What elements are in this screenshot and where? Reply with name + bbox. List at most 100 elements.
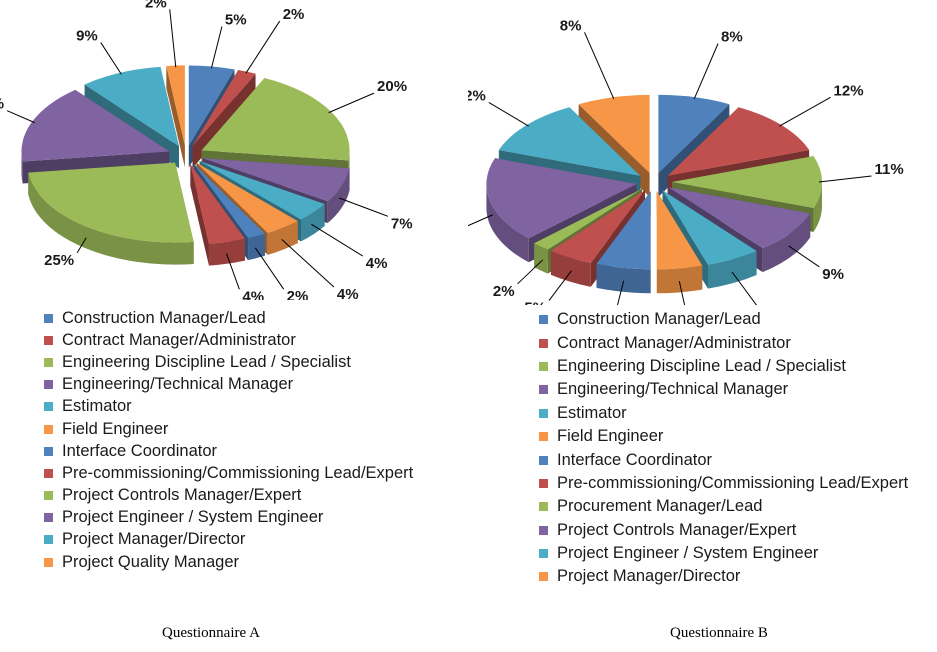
legend-label: Project Manager/Director: [62, 530, 246, 549]
legend-swatch: [539, 455, 548, 465]
data-label-engineering-technical-manager: 7%: [391, 215, 413, 232]
data-label-pre-commissioning-commissioning-lead-expert: 4%: [242, 288, 264, 300]
legend-swatch: [539, 338, 548, 348]
legend-swatch: [44, 424, 53, 434]
legend-label: Project Controls Manager/Expert: [557, 520, 797, 539]
data-label-engineering-discipline-lead-specialist: 20%: [377, 78, 407, 95]
leader-line-engineering-technical-manager: [338, 197, 389, 217]
legend-swatch: [44, 535, 53, 545]
leader-line-project-engineer-system-engineer: [488, 101, 529, 127]
legend-item-field-engineer: Field Engineer: [539, 425, 908, 448]
legend-swatch: [44, 313, 53, 323]
chart-panel-questionnaire-b: 8%12%11%9%6%5%6%5%2%18%12%8% Constructio…: [468, 0, 937, 652]
data-label-project-quality-manager: 2%: [145, 0, 167, 11]
legend-label: Field Engineer: [557, 427, 664, 446]
legend-item-project-quality-manager: Project Quality Manager: [44, 551, 413, 573]
leader-line-project-controls-manager-expert: [468, 214, 494, 227]
legend-label: Contract Manager/Administrator: [62, 330, 296, 349]
leader-line-procurement-manager-lead: [517, 259, 544, 285]
legend-label: Procurement Manager/Lead: [557, 497, 763, 516]
pie-slice-project-controls-manager-expert: [28, 162, 194, 265]
chart-panel-questionnaire-a: 5% 2% 20% 7% 4% 4% 2% 4% 25% 16% 9% 2% Construction…: [0, 0, 468, 652]
legend-swatch: [539, 502, 548, 512]
data-label-engineering-technical-manager: 9%: [822, 266, 844, 283]
legend-swatch: [44, 446, 53, 456]
leader-line-field-engineer: [678, 281, 686, 305]
legend-swatch: [539, 432, 548, 442]
legend-item-project-controls-manager-expert: Project Controls Manager/Expert: [539, 519, 908, 542]
legend-item-project-controls-manager-expert: Project Controls Manager/Expert: [44, 485, 413, 507]
pie-chart-questionnaire-a: 5% 2% 20% 7% 4% 4% 2% 4% 25% 16% 9% 2%: [0, 0, 413, 300]
legend-item-project-engineer-system-engineer: Project Engineer / System Engineer: [539, 542, 908, 565]
data-label-construction-manager-lead: 5%: [225, 12, 247, 29]
legend-label: Estimator: [557, 403, 627, 422]
legend-swatch: [44, 402, 53, 412]
legend-item-construction-manager-lead: Construction Manager/Lead: [44, 307, 413, 329]
legend-item-contract-manager-administrator: Contract Manager/Administrator: [539, 331, 908, 354]
legend-item-engineering-discipline-lead-specialist: Engineering Discipline Lead / Specialist: [539, 355, 908, 378]
leader-line-project-manager-director: [100, 42, 122, 75]
leader-line-project-controls-manager-expert: [76, 237, 87, 254]
pie-slice-pre-commissioning-commissioning-lead-expert: [190, 164, 245, 266]
legend-swatch: [539, 549, 548, 559]
pie-slice-interface-coordinator: [596, 191, 651, 294]
legend-item-pre-commissioning-commissioning-lead-expert: Pre-commissioning/Commissioning Lead/Exp…: [44, 462, 413, 484]
legend-label: Contract Manager/Administrator: [557, 333, 791, 352]
leader-line-engineering-discipline-lead-specialist: [328, 92, 375, 114]
legend-label: Construction Manager/Lead: [62, 308, 266, 327]
legend-label: Engineering/Technical Manager: [557, 380, 789, 399]
leader-line-interface-coordinator: [254, 247, 285, 290]
pie-slice-project-quality-manager: [166, 65, 185, 168]
legend-swatch: [539, 572, 548, 582]
leader-line-interface-coordinator: [617, 280, 625, 305]
legend-item-project-manager-director: Project Manager/Director: [539, 565, 908, 588]
legend-item-project-manager-director: Project Manager/Director: [44, 529, 413, 551]
leader-line-field-engineer: [281, 239, 335, 288]
legend-label: Project Engineer / System Engineer: [557, 544, 819, 563]
legend-label: Estimator: [62, 397, 132, 416]
leader-line-construction-manager-lead: [693, 43, 719, 99]
data-label-procurement-manager-lead: 2%: [493, 283, 515, 300]
leader-line-project-manager-director: [584, 32, 615, 99]
legend-item-contract-manager-administrator: Contract Manager/Administrator: [44, 329, 413, 351]
legend-swatch: [539, 525, 548, 535]
legend-questionnaire-a: Construction Manager/Lead Contract Manage…: [44, 307, 413, 573]
legend-label: Engineering Discipline Lead / Specialist: [557, 356, 846, 375]
legend-swatch: [539, 408, 548, 418]
legend-item-project-engineer-system-engineer: Project Engineer / System Engineer: [44, 507, 413, 529]
legend-swatch: [539, 385, 548, 395]
chart-caption-b: Questionnaire B: [670, 625, 768, 641]
pie-slice-field-engineer: [656, 191, 703, 294]
pie-chart-questionnaire-b: 8%12%11%9%6%5%6%5%2%18%12%8%: [468, 17, 904, 305]
leader-line-pre-commissioning-commissioning-lead-expert: [226, 253, 240, 290]
leader-line-engineering-discipline-lead-specialist: [818, 175, 872, 183]
leader-line-estimator: [731, 271, 758, 305]
legend-swatch: [539, 315, 548, 325]
legend-item-estimator: Estimator: [539, 402, 908, 425]
leader-line-project-quality-manager: [169, 9, 177, 68]
data-label-contract-manager-administrator: 2%: [283, 6, 305, 23]
legend-label: Interface Coordinator: [557, 450, 713, 469]
data-label-project-controls-manager-expert: 25%: [44, 252, 74, 269]
legend-label: Interface Coordinator: [62, 441, 218, 460]
data-label-project-manager-director: 8%: [560, 17, 582, 34]
leader-line-contract-manager-administrator: [779, 96, 831, 127]
leader-line-contract-manager-administrator: [245, 20, 281, 74]
legend-swatch: [44, 513, 53, 523]
legend-swatch: [539, 361, 548, 371]
legend-item-construction-manager-lead: Construction Manager/Lead: [539, 308, 908, 331]
legend-label: Engineering/Technical Manager: [62, 375, 294, 394]
legend-label: Project Manager/Director: [557, 567, 741, 586]
legend-item-field-engineer: Field Engineer: [44, 418, 413, 440]
legend-label: Engineering Discipline Lead / Specialist: [62, 352, 351, 371]
legend-swatch: [44, 357, 53, 367]
data-label-engineering-discipline-lead-specialist: 11%: [875, 161, 904, 178]
leader-line-engineering-technical-manager: [788, 245, 820, 268]
legend-swatch: [44, 557, 53, 567]
legend-label: Project Engineer / System Engineer: [62, 508, 324, 527]
legend-item-interface-coordinator: Interface Coordinator: [44, 440, 413, 462]
data-label-pre-commissioning-commissioning-lead-expert: 5%: [524, 300, 546, 305]
legend-item-estimator: Estimator: [44, 396, 413, 418]
leader-line-estimator: [311, 223, 364, 257]
legend-label: Project Quality Manager: [62, 552, 239, 571]
